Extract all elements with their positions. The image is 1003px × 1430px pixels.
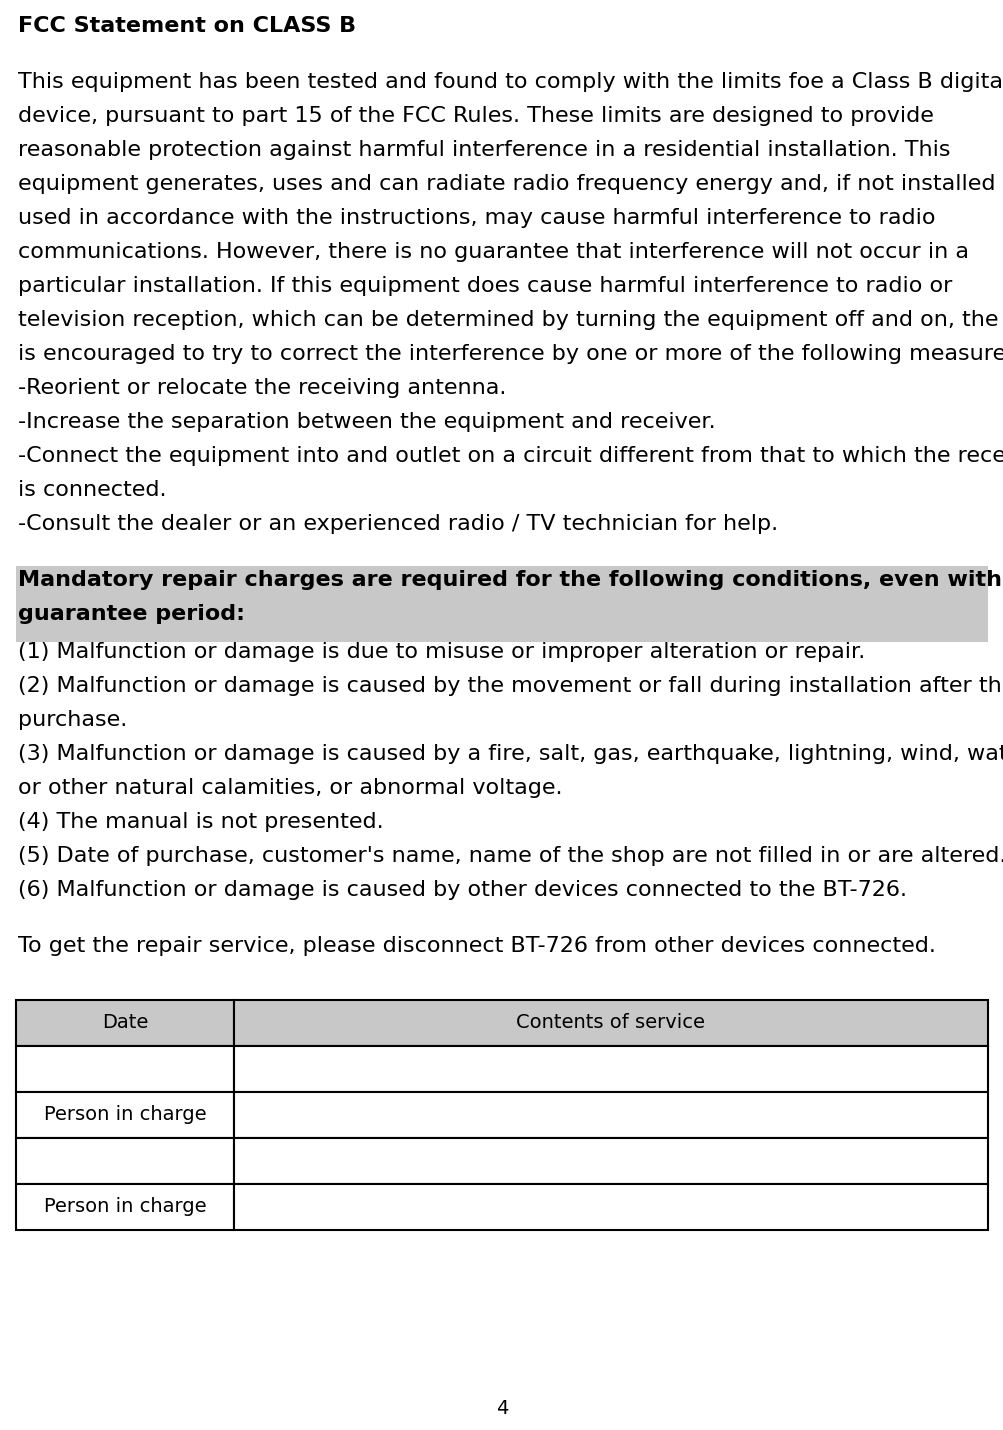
Text: communications. However, there is no guarantee that interference will not occur : communications. However, there is no gua… [18, 242, 968, 262]
Text: (5) Date of purchase, customer's name, name of the shop are not filled in or are: (5) Date of purchase, customer's name, n… [18, 847, 1003, 867]
Bar [234, 1138, 987, 1184]
Bar [16, 1000, 234, 1045]
Text: -Connect the equipment into and outlet on a circuit different from that to which: -Connect the equipment into and outlet o… [18, 446, 1003, 466]
Text: -Reorient or relocate the receiving antenna.: -Reorient or relocate the receiving ante… [18, 378, 506, 398]
Bar [234, 1000, 987, 1045]
Bar [16, 1184, 234, 1230]
Text: 4: 4 [495, 1399, 508, 1417]
Text: Person in charge: Person in charge [44, 1105, 206, 1124]
Bar [16, 1093, 234, 1138]
Text: To get the repair service, please disconnect BT-726 from other devices connected: To get the repair service, please discon… [18, 937, 935, 957]
Text: This equipment has been tested and found to comply with the limits foe a Class B: This equipment has been tested and found… [18, 72, 1003, 92]
Text: (2) Malfunction or damage is caused by the movement or fall during installation : (2) Malfunction or damage is caused by t… [18, 676, 1003, 696]
Bar [234, 1184, 987, 1230]
Bar [234, 1093, 987, 1138]
Text: -Increase the separation between the equipment and receiver.: -Increase the separation between the equ… [18, 412, 715, 432]
Text: Person in charge: Person in charge [44, 1197, 206, 1217]
Text: Contents of service: Contents of service [516, 1014, 705, 1032]
Text: device, pursuant to part 15 of the FCC Rules. These limits are designed to provi: device, pursuant to part 15 of the FCC R… [18, 106, 933, 126]
Text: television reception, which can be determined by turning the equipment off and o: television reception, which can be deter… [18, 310, 1003, 330]
Text: used in accordance with the instructions, may cause harmful interference to radi: used in accordance with the instructions… [18, 207, 935, 227]
Text: guarantee period:: guarantee period: [18, 603, 245, 623]
Text: (1) Malfunction or damage is due to misuse or improper alteration or repair.: (1) Malfunction or damage is due to misu… [18, 642, 865, 662]
Bar [16, 1138, 234, 1184]
Text: (4) The manual is not presented.: (4) The manual is not presented. [18, 812, 383, 832]
Text: -Consult the dealer or an experienced radio / TV technician for help.: -Consult the dealer or an experienced ra… [18, 513, 777, 533]
Text: is encouraged to try to correct the interference by one or more of the following: is encouraged to try to correct the inte… [18, 345, 1003, 365]
Text: (3) Malfunction or damage is caused by a fire, salt, gas, earthquake, lightning,: (3) Malfunction or damage is caused by a… [18, 744, 1003, 764]
Bar [16, 566, 987, 642]
Bar [234, 1045, 987, 1093]
Text: Mandatory repair charges are required for the following conditions, even within : Mandatory repair charges are required fo… [18, 571, 1003, 591]
Text: FCC Statement on CLASS B: FCC Statement on CLASS B [18, 16, 356, 36]
Text: (6) Malfunction or damage is caused by other devices connected to the BT-726.: (6) Malfunction or damage is caused by o… [18, 879, 906, 899]
Text: equipment generates, uses and can radiate radio frequency energy and, if not ins: equipment generates, uses and can radiat… [18, 174, 1003, 194]
Text: purchase.: purchase. [18, 711, 127, 729]
Text: or other natural calamities, or abnormal voltage.: or other natural calamities, or abnormal… [18, 778, 562, 798]
Text: reasonable protection against harmful interference in a residential installation: reasonable protection against harmful in… [18, 140, 950, 160]
Text: Date: Date [101, 1014, 148, 1032]
Text: particular installation. If this equipment does cause harmful interference to ra: particular installation. If this equipme… [18, 276, 952, 296]
Bar [16, 1045, 234, 1093]
Text: is connected.: is connected. [18, 480, 166, 500]
